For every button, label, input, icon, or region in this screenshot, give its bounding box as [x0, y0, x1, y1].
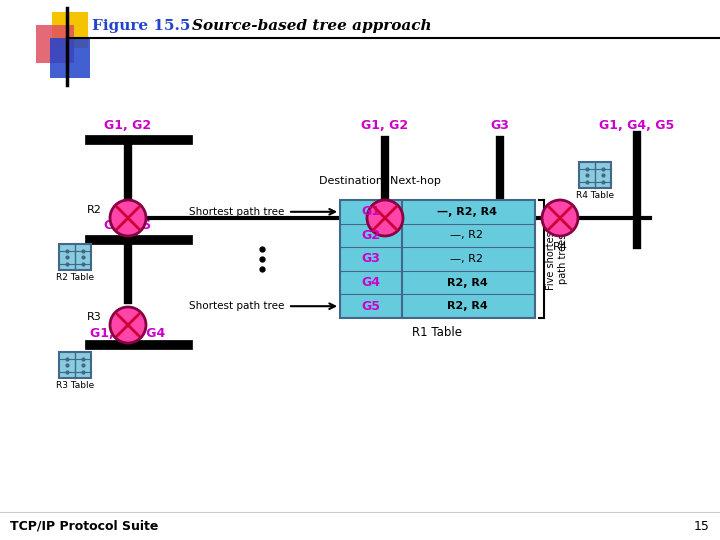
Text: —, R2, R4: —, R2, R4	[437, 207, 497, 217]
Text: G1, G2: G1, G2	[361, 119, 408, 132]
Circle shape	[367, 200, 403, 236]
Text: G1, G2: G1, G2	[104, 119, 152, 132]
Text: Source-based tree approach: Source-based tree approach	[192, 19, 431, 33]
FancyBboxPatch shape	[36, 25, 74, 63]
Text: R4: R4	[552, 242, 567, 252]
Text: R3 Table: R3 Table	[56, 381, 94, 390]
FancyBboxPatch shape	[52, 12, 88, 48]
FancyBboxPatch shape	[59, 244, 91, 270]
FancyBboxPatch shape	[59, 352, 91, 378]
Circle shape	[110, 200, 146, 236]
Text: 15: 15	[694, 519, 710, 532]
Text: R2: R2	[87, 205, 102, 215]
Text: R3: R3	[87, 312, 102, 322]
Text: R2 Table: R2 Table	[56, 273, 94, 282]
FancyBboxPatch shape	[579, 162, 611, 188]
Circle shape	[542, 200, 578, 236]
Text: Shortest path tree: Shortest path tree	[189, 207, 284, 217]
Text: G1, G2, G4: G1, G2, G4	[91, 327, 166, 340]
FancyBboxPatch shape	[340, 200, 535, 318]
Text: G2: G2	[361, 229, 380, 242]
Circle shape	[110, 307, 146, 343]
Text: Figure 15.5: Figure 15.5	[92, 19, 190, 33]
Text: R2, R4: R2, R4	[446, 301, 487, 311]
Text: G1: G1	[361, 205, 380, 218]
Text: G3, G5: G3, G5	[104, 219, 151, 232]
FancyBboxPatch shape	[50, 38, 90, 78]
Text: G3: G3	[361, 253, 380, 266]
Text: R4 Table: R4 Table	[576, 191, 614, 200]
Text: G4: G4	[361, 276, 380, 289]
Text: TCP/IP Protocol Suite: TCP/IP Protocol Suite	[10, 519, 158, 532]
Text: R1 Table: R1 Table	[413, 326, 462, 339]
Text: R1: R1	[377, 242, 392, 252]
Text: G1, G4, G5: G1, G4, G5	[599, 119, 675, 132]
Text: Shortest path tree: Shortest path tree	[189, 301, 284, 311]
Text: G5: G5	[361, 300, 380, 313]
Text: —, R2: —, R2	[451, 254, 484, 264]
Text: Destination  Next-hop: Destination Next-hop	[319, 176, 441, 186]
Text: —, R2: —, R2	[451, 231, 484, 240]
Text: R2, R4: R2, R4	[446, 278, 487, 288]
Text: Five shortest
path trees: Five shortest path trees	[546, 228, 568, 291]
Text: G3: G3	[490, 119, 510, 132]
